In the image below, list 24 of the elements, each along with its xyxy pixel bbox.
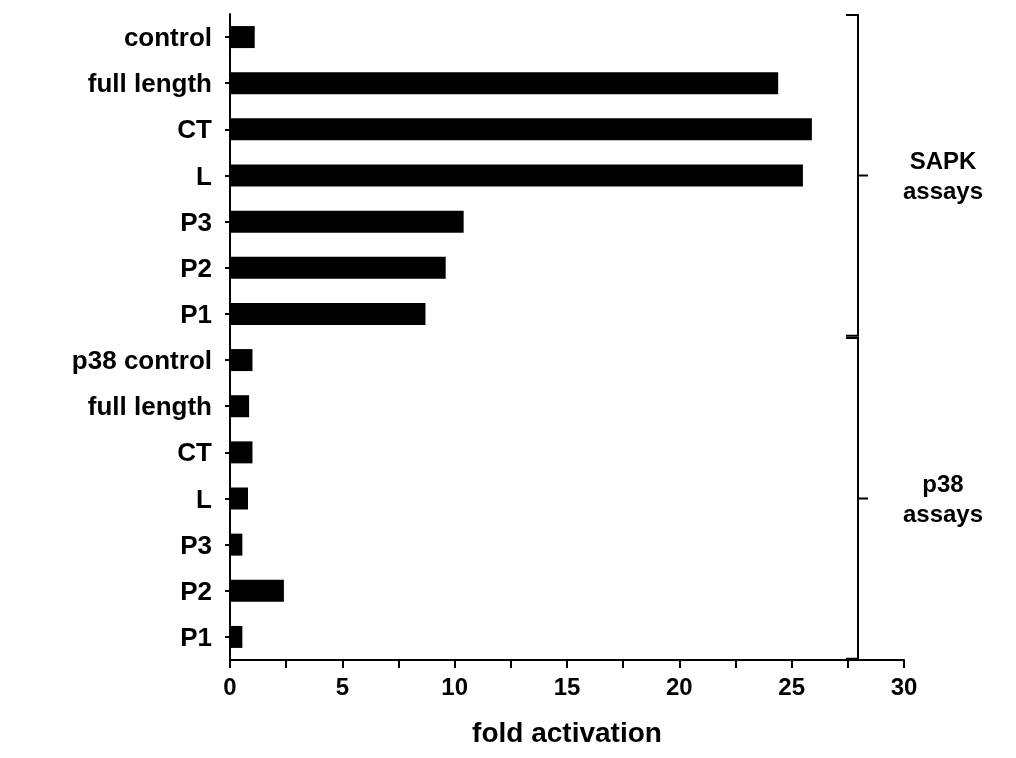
y-tick-label: control	[123, 22, 212, 53]
y-tick-label: L	[196, 160, 213, 191]
y-tick-label: P1	[180, 298, 212, 329]
annotation: SAPK assays	[901, 145, 985, 206]
annotation: p38 assays	[901, 468, 985, 529]
y-tick-label: full length	[87, 68, 212, 99]
x-tick-label: 20	[665, 672, 693, 700]
y-tick-label: P3	[180, 529, 212, 560]
y-tick-label: CT	[177, 437, 213, 468]
x-tick-label: 15	[553, 672, 581, 700]
x-axis-title: fold activation	[472, 716, 662, 748]
y-tick-label: P2	[180, 252, 212, 283]
y-tick-label: P2	[180, 575, 212, 606]
x-tick-label: 30	[890, 672, 918, 700]
x-tick-label: 0	[223, 672, 237, 700]
y-tick-label: CT	[177, 114, 213, 145]
y-tick-label: L	[196, 483, 213, 514]
x-tick-label: 10	[441, 672, 469, 700]
y-tick-label: p38 control	[71, 345, 212, 376]
y-tick-label: P1	[180, 621, 212, 652]
x-tick-label: 25	[778, 672, 806, 700]
y-tick-label: P3	[180, 206, 212, 237]
y-tick-label: full length	[87, 391, 212, 422]
x-tick-label: 5	[335, 672, 350, 700]
